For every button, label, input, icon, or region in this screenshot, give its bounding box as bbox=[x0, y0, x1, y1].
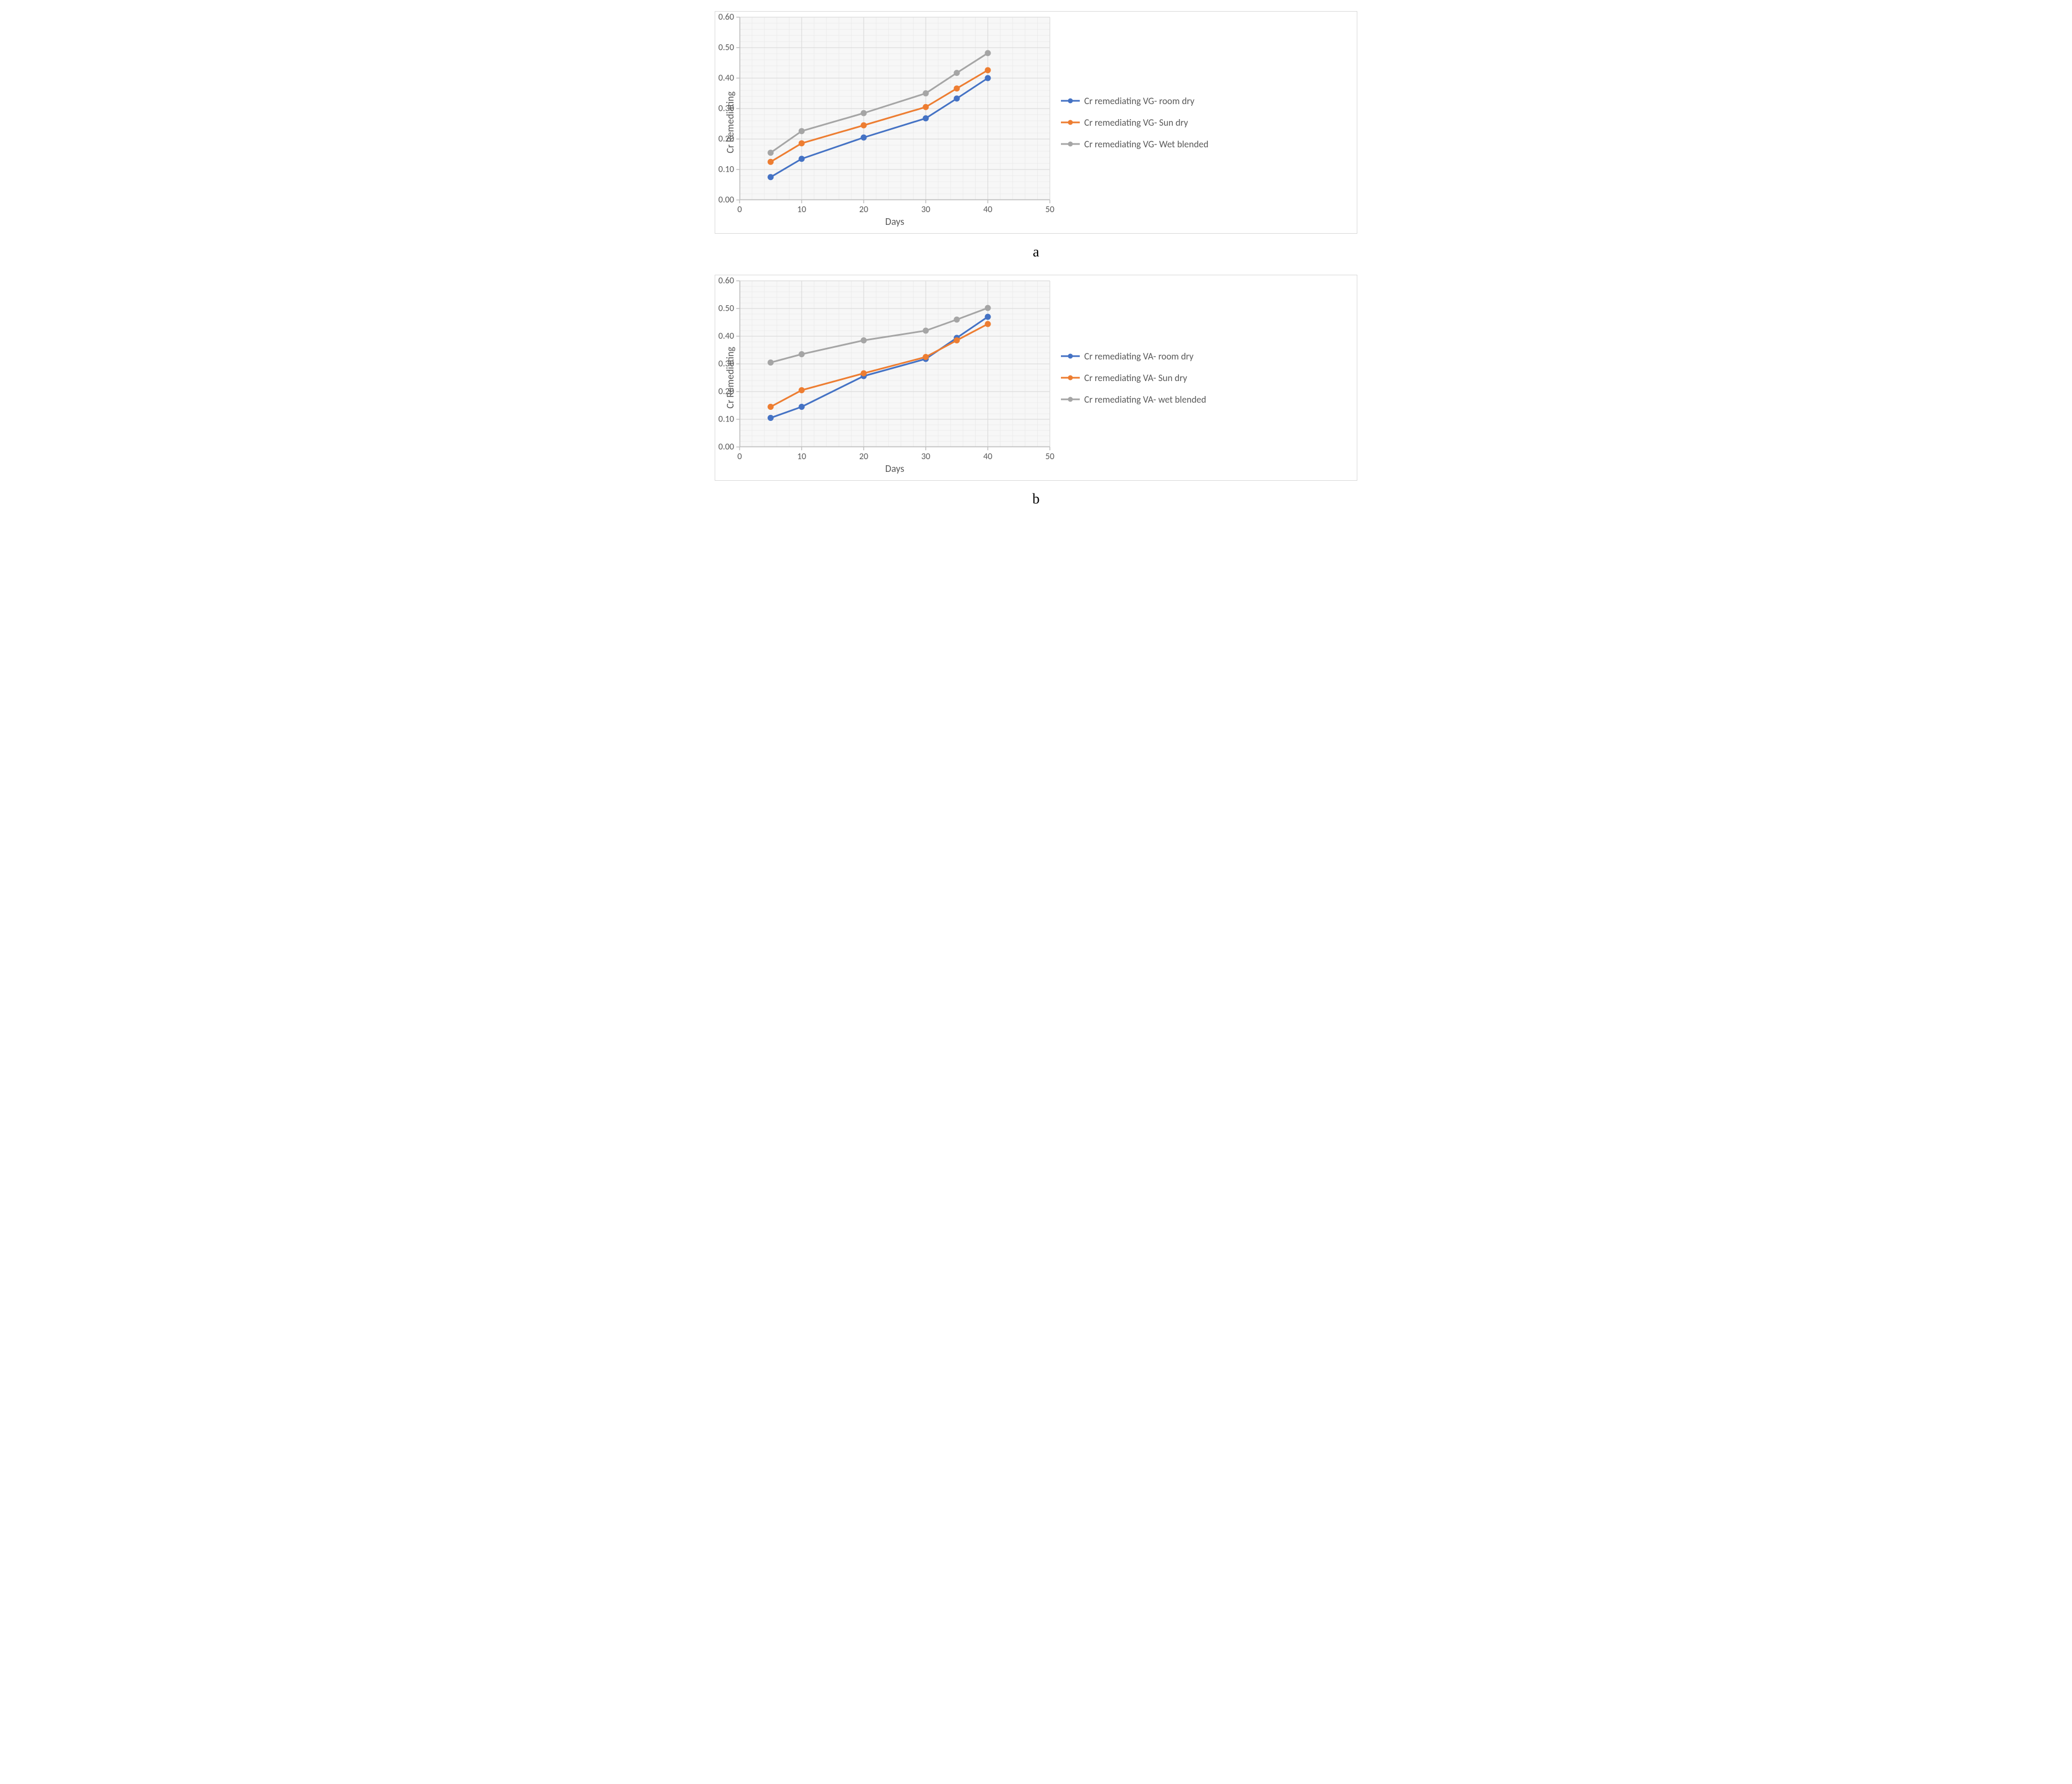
y-tick-label: 0.10 bbox=[719, 414, 734, 425]
x-tick-label: 50 bbox=[1045, 204, 1054, 215]
x-tick-label: 40 bbox=[983, 204, 992, 215]
series-marker bbox=[985, 67, 991, 73]
legend-item: Cr remediating VA- Sun dry bbox=[1061, 372, 1206, 384]
series-marker bbox=[768, 174, 774, 180]
legend-label: Cr remediating VG- Sun dry bbox=[1084, 117, 1188, 128]
x-tick-label: 20 bbox=[859, 451, 868, 462]
series-marker bbox=[861, 135, 867, 141]
series-marker bbox=[923, 328, 929, 334]
series-marker bbox=[954, 337, 960, 343]
y-tick-label: 0.20 bbox=[719, 134, 734, 145]
series-marker bbox=[954, 95, 960, 101]
legend-item: Cr remediating VG- Wet blended bbox=[1061, 138, 1208, 150]
x-tick-label: 30 bbox=[921, 451, 930, 462]
y-axis-label: Cr Remediating bbox=[721, 347, 740, 409]
legend-swatch bbox=[1061, 374, 1080, 382]
legend-swatch bbox=[1061, 395, 1080, 403]
x-axis-label: Days bbox=[885, 215, 904, 228]
sub-caption-b: b bbox=[715, 491, 1357, 507]
series-marker bbox=[799, 351, 805, 357]
series-marker bbox=[799, 404, 805, 410]
x-tick-label: 10 bbox=[797, 451, 806, 462]
legend-a: Cr remediating VG- room dry Cr remediatin… bbox=[1061, 95, 1208, 150]
y-tick-label: 0.30 bbox=[719, 104, 734, 114]
legend-swatch bbox=[1061, 352, 1080, 360]
series-marker bbox=[923, 115, 929, 121]
legend-label: Cr remediating VG- Wet blended bbox=[1084, 138, 1208, 150]
y-tick-label: 0.50 bbox=[719, 43, 734, 53]
series-marker bbox=[985, 50, 991, 56]
legend-item: Cr remediating VG- Sun dry bbox=[1061, 117, 1208, 128]
chart-svg bbox=[740, 281, 1050, 447]
legend-swatch bbox=[1061, 119, 1080, 126]
series-marker bbox=[768, 415, 774, 421]
x-axis-label: Days bbox=[885, 462, 904, 475]
series-marker bbox=[985, 305, 991, 311]
y-tick-label: 0.40 bbox=[719, 73, 734, 84]
chart-panel-a: Cr Remediating 010203040500.000.100.200.… bbox=[715, 11, 1357, 234]
legend-item: Cr remediating VA- wet blended bbox=[1061, 394, 1206, 405]
series-marker bbox=[799, 387, 805, 393]
series-marker bbox=[799, 156, 805, 162]
legend-label: Cr remediating VA- Sun dry bbox=[1084, 372, 1187, 384]
series-marker bbox=[923, 354, 929, 360]
legend-item: Cr remediating VA- room dry bbox=[1061, 351, 1206, 362]
series-marker bbox=[799, 140, 805, 146]
series-marker bbox=[861, 371, 867, 377]
y-tick-label: 0.10 bbox=[719, 164, 734, 175]
plot-block-b: Cr Remediating 010203040500.000.100.200.… bbox=[721, 281, 1050, 475]
chart-svg bbox=[740, 17, 1050, 200]
chart-panel-b: Cr Remediating 010203040500.000.100.200.… bbox=[715, 275, 1357, 481]
y-tick-label: 0.00 bbox=[719, 195, 734, 205]
y-tick-label: 0.00 bbox=[719, 442, 734, 453]
y-tick-label: 0.30 bbox=[719, 359, 734, 369]
y-tick-label: 0.50 bbox=[719, 304, 734, 314]
y-tick-label: 0.20 bbox=[719, 387, 734, 397]
sub-caption-a: a bbox=[715, 244, 1357, 260]
y-tick-label: 0.40 bbox=[719, 331, 734, 342]
y-tick-label: 0.60 bbox=[719, 12, 734, 23]
plot-block-a: Cr Remediating 010203040500.000.100.200.… bbox=[721, 17, 1050, 228]
figure-container: Cr Remediating 010203040500.000.100.200.… bbox=[715, 11, 1357, 507]
series-marker bbox=[861, 337, 867, 343]
legend-swatch bbox=[1061, 97, 1080, 105]
legend-label: Cr remediating VA- wet blended bbox=[1084, 394, 1206, 405]
series-marker bbox=[923, 104, 929, 110]
series-marker bbox=[954, 70, 960, 76]
legend-b: Cr remediating VA- room dry Cr remediatin… bbox=[1061, 351, 1206, 405]
series-marker bbox=[799, 128, 805, 134]
series-marker bbox=[985, 75, 991, 81]
x-tick-label: 0 bbox=[737, 204, 742, 215]
series-marker bbox=[923, 90, 929, 96]
x-tick-label: 0 bbox=[737, 451, 742, 462]
plot-area-b: 010203040500.000.100.200.300.400.500.60 bbox=[740, 281, 1050, 447]
series-marker bbox=[985, 321, 991, 327]
legend-swatch bbox=[1061, 140, 1080, 148]
plot-area-a: 010203040500.000.100.200.300.400.500.60 bbox=[740, 17, 1050, 200]
series-marker bbox=[861, 110, 867, 116]
series-marker bbox=[954, 317, 960, 323]
series-marker bbox=[768, 159, 774, 165]
legend-label: Cr remediating VA- room dry bbox=[1084, 351, 1193, 362]
x-tick-label: 50 bbox=[1045, 451, 1054, 462]
x-tick-label: 20 bbox=[859, 204, 868, 215]
x-tick-label: 10 bbox=[797, 204, 806, 215]
series-marker bbox=[768, 150, 774, 156]
y-tick-label: 0.60 bbox=[719, 276, 734, 286]
series-marker bbox=[954, 85, 960, 91]
legend-label: Cr remediating VG- room dry bbox=[1084, 95, 1194, 107]
series-marker bbox=[985, 314, 991, 320]
x-tick-label: 40 bbox=[983, 451, 992, 462]
series-marker bbox=[768, 404, 774, 410]
x-tick-label: 30 bbox=[921, 204, 930, 215]
series-marker bbox=[768, 359, 774, 366]
legend-item: Cr remediating VG- room dry bbox=[1061, 95, 1208, 107]
series-marker bbox=[861, 122, 867, 128]
